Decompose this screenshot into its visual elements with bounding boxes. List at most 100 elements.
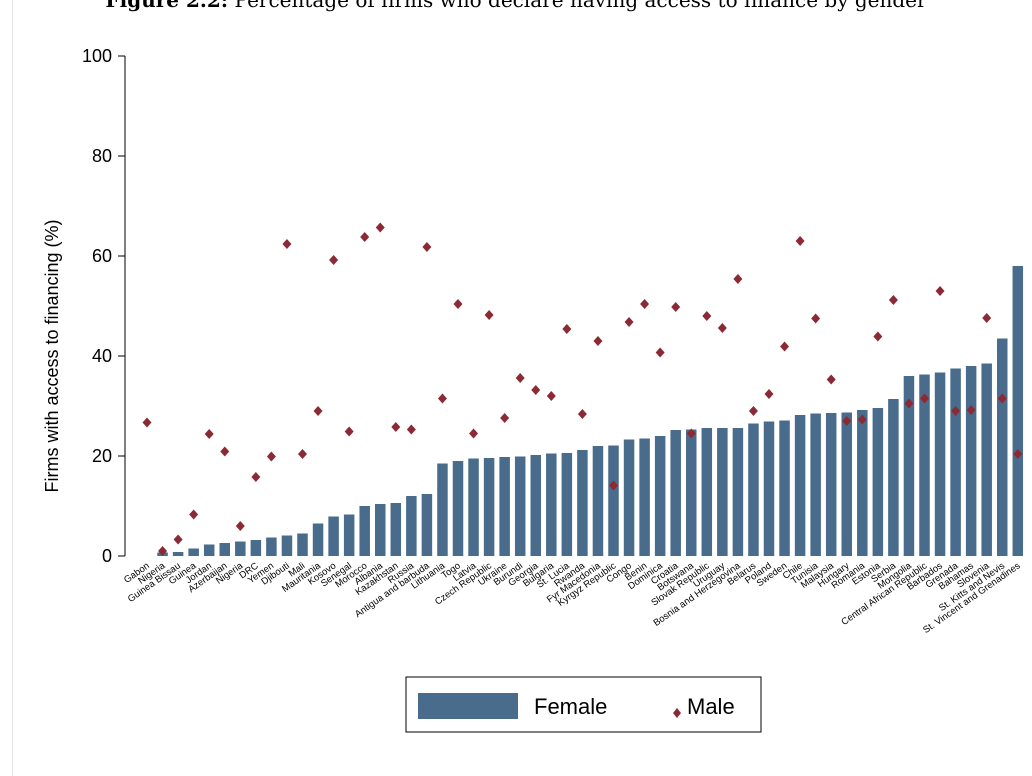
female-bars (157, 266, 1024, 556)
female-bar (235, 541, 246, 556)
female-bar (172, 552, 184, 556)
male-marker (686, 428, 696, 439)
female-bar (561, 453, 573, 556)
male-marker (546, 391, 556, 401)
female-bar (779, 420, 790, 556)
male-marker (220, 446, 230, 457)
female-bar (406, 496, 417, 556)
male-marker (951, 406, 961, 416)
female-bar (297, 533, 308, 556)
male-marker (780, 341, 790, 352)
female-bar (654, 436, 666, 556)
male-marker (313, 406, 323, 416)
female-bar (981, 363, 992, 556)
male-marker (935, 286, 945, 296)
male-marker (857, 414, 867, 425)
male-marker (873, 331, 883, 342)
female-bar (421, 494, 433, 556)
female-bar (748, 423, 759, 556)
male-marker (515, 373, 525, 383)
legend-male-label: Male (687, 694, 735, 719)
male-marker (142, 417, 152, 428)
female-bar (328, 516, 339, 556)
male-marker (344, 426, 354, 437)
male-marker (888, 295, 898, 305)
left-border-rule (12, 0, 13, 776)
male-marker (1013, 449, 1023, 459)
female-bar (857, 410, 868, 556)
female-bar (390, 503, 402, 556)
female-bar (530, 455, 541, 556)
male-marker (624, 317, 634, 327)
female-bar (763, 421, 775, 556)
female-bar (701, 428, 713, 556)
female-bar (452, 461, 464, 556)
female-bar (483, 458, 495, 556)
female-bar (203, 544, 215, 556)
legend-female-label: Female (534, 694, 607, 719)
male-marker (375, 222, 385, 233)
male-marker (717, 323, 727, 333)
female-bar (608, 445, 619, 556)
female-bar (219, 543, 230, 556)
female-bar (965, 366, 977, 556)
male-marker (966, 405, 976, 415)
male-marker (531, 385, 541, 395)
female-bar (359, 506, 370, 556)
female-bar (499, 457, 510, 556)
male-marker (469, 428, 479, 439)
male-marker (764, 389, 774, 399)
female-bar (437, 463, 448, 556)
female-bar (266, 537, 277, 556)
male-marker (235, 521, 245, 531)
male-marker (282, 239, 292, 249)
legend-male-marker (673, 708, 681, 718)
male-marker (406, 424, 416, 435)
female-bar (810, 413, 821, 556)
male-marker (391, 422, 401, 432)
male-marker (904, 398, 914, 409)
male-marker (251, 472, 261, 482)
y-tick-label: 100 (82, 46, 112, 66)
female-bar (919, 374, 930, 556)
female-bar (546, 453, 557, 556)
female-bar (670, 430, 681, 556)
male-marker (609, 480, 618, 491)
female-bar (1012, 266, 1024, 556)
male-markers (142, 222, 1023, 556)
male-marker (173, 534, 183, 545)
female-bar (997, 338, 1008, 556)
female-bar (312, 523, 324, 556)
female-bar (872, 408, 884, 556)
male-marker (671, 302, 681, 312)
male-marker (982, 313, 992, 323)
male-marker (437, 393, 447, 404)
female-bar (623, 439, 635, 556)
female-bar (950, 368, 961, 556)
female-bar (281, 535, 293, 556)
female-bar (888, 399, 899, 556)
female-bar (717, 428, 728, 556)
male-marker (826, 374, 836, 385)
y-axis: 0 20 40 60 80 100 (82, 46, 126, 566)
male-marker (189, 509, 199, 520)
male-marker (577, 409, 587, 419)
female-bar (732, 428, 744, 556)
male-marker (360, 232, 370, 242)
male-marker (997, 393, 1007, 404)
male-marker (920, 393, 929, 404)
male-marker (453, 299, 463, 309)
male-marker (702, 311, 712, 321)
male-marker (266, 451, 276, 462)
male-marker (422, 242, 432, 252)
male-marker (484, 310, 494, 320)
male-marker (795, 236, 805, 246)
male-marker (655, 347, 665, 358)
male-marker (640, 299, 650, 309)
legend: Female Male (405, 676, 762, 733)
female-bar (250, 540, 262, 556)
female-bar (794, 415, 806, 556)
female-bar (841, 412, 852, 556)
